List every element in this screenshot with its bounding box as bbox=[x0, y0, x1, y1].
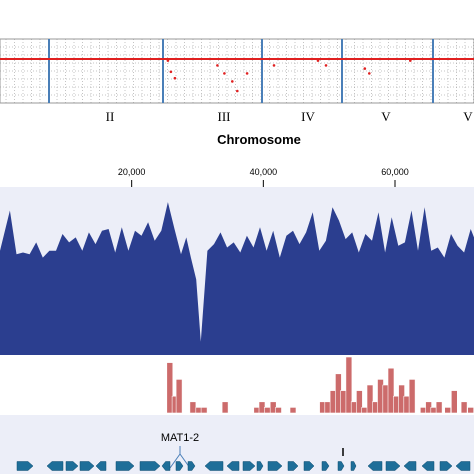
histogram-bar bbox=[289, 407, 297, 414]
genome-grid bbox=[0, 39, 474, 103]
gene-arrow bbox=[95, 461, 107, 471]
x-tick-label: 60,000 bbox=[381, 167, 409, 177]
gene-arrow bbox=[321, 461, 330, 471]
data-point bbox=[245, 72, 249, 75]
gene-arrow bbox=[187, 461, 196, 471]
histogram-bar bbox=[166, 362, 174, 414]
gene-arrow bbox=[204, 461, 224, 471]
histogram-bar bbox=[221, 401, 229, 414]
coverage-x-axis: 20,000 40,000 60,000 bbox=[118, 167, 409, 187]
gene-arrow bbox=[385, 461, 401, 471]
gene-arrow bbox=[256, 461, 264, 471]
histogram-bar bbox=[275, 407, 282, 414]
gene-arrow bbox=[303, 461, 315, 471]
gene-arrow bbox=[403, 461, 417, 471]
histogram-bar bbox=[263, 407, 271, 414]
gene-arrow bbox=[337, 461, 345, 471]
gene-arrow bbox=[267, 461, 283, 471]
histogram-panel bbox=[166, 356, 474, 414]
data-point bbox=[324, 64, 328, 67]
data-point bbox=[231, 80, 234, 83]
histogram-bar bbox=[435, 401, 443, 414]
gene-arrow bbox=[367, 461, 383, 471]
chromosome-label: III bbox=[218, 109, 231, 124]
gene-track: MAT1-2 bbox=[0, 415, 474, 474]
histogram-bar bbox=[450, 390, 458, 414]
gene-arrow bbox=[175, 461, 184, 471]
genome-panel: II III IV V V Chromosome bbox=[0, 38, 474, 147]
data-point bbox=[173, 76, 177, 80]
histogram-bar bbox=[200, 407, 208, 414]
coverage-panel: 20,000 40,000 60,000 bbox=[0, 167, 474, 355]
data-point bbox=[223, 72, 226, 75]
histogram-bar bbox=[467, 407, 474, 414]
histogram-bar bbox=[366, 384, 374, 414]
histogram-bars bbox=[166, 356, 474, 414]
gene-arrow bbox=[161, 461, 171, 471]
genome-points bbox=[166, 59, 412, 93]
data-point bbox=[169, 70, 173, 74]
data-point bbox=[216, 64, 219, 67]
data-point bbox=[236, 89, 239, 93]
histogram-bar bbox=[175, 379, 183, 414]
histogram-bar bbox=[460, 401, 468, 414]
gene-arrow bbox=[65, 461, 79, 471]
chromosome-label: II bbox=[106, 109, 115, 124]
gene-arrow bbox=[115, 461, 135, 471]
x-tick-label: 40,000 bbox=[250, 167, 278, 177]
chromosome-boundaries bbox=[48, 39, 434, 103]
gene-label: MAT1-2 bbox=[161, 432, 199, 444]
data-point bbox=[368, 72, 371, 75]
x-axis-title: Chromosome bbox=[217, 132, 301, 147]
gene-arrow bbox=[421, 461, 435, 471]
gene-arrow bbox=[439, 461, 453, 471]
data-point bbox=[272, 64, 276, 67]
chromosome-label: IV bbox=[301, 109, 315, 124]
histogram-bar bbox=[387, 367, 395, 414]
gene-arrows bbox=[16, 461, 471, 471]
chromosome-labels: II III IV V V bbox=[106, 109, 474, 124]
data-point bbox=[363, 67, 367, 70]
histogram-bar bbox=[356, 390, 363, 414]
histogram-bar bbox=[444, 407, 452, 414]
gene-arrow bbox=[46, 461, 64, 471]
chromosome-label: V bbox=[463, 109, 473, 124]
gene-arrow bbox=[287, 461, 299, 471]
gene-arrow bbox=[79, 461, 95, 471]
data-point bbox=[316, 59, 320, 62]
coverage-area bbox=[0, 202, 474, 355]
histogram-bar bbox=[189, 401, 197, 414]
gene-arrow bbox=[16, 461, 34, 471]
data-point bbox=[409, 59, 412, 62]
gene-arrow bbox=[350, 461, 357, 471]
x-tick-label: 20,000 bbox=[118, 167, 146, 177]
gene-arrow bbox=[226, 461, 240, 471]
gene-arrow bbox=[139, 461, 161, 471]
data-point bbox=[166, 59, 170, 62]
histogram-bar bbox=[345, 356, 353, 414]
histogram-bar bbox=[408, 379, 416, 414]
gene-arrow bbox=[455, 461, 471, 471]
chromosome-label: V bbox=[381, 109, 391, 124]
gene-arrow bbox=[242, 461, 256, 471]
